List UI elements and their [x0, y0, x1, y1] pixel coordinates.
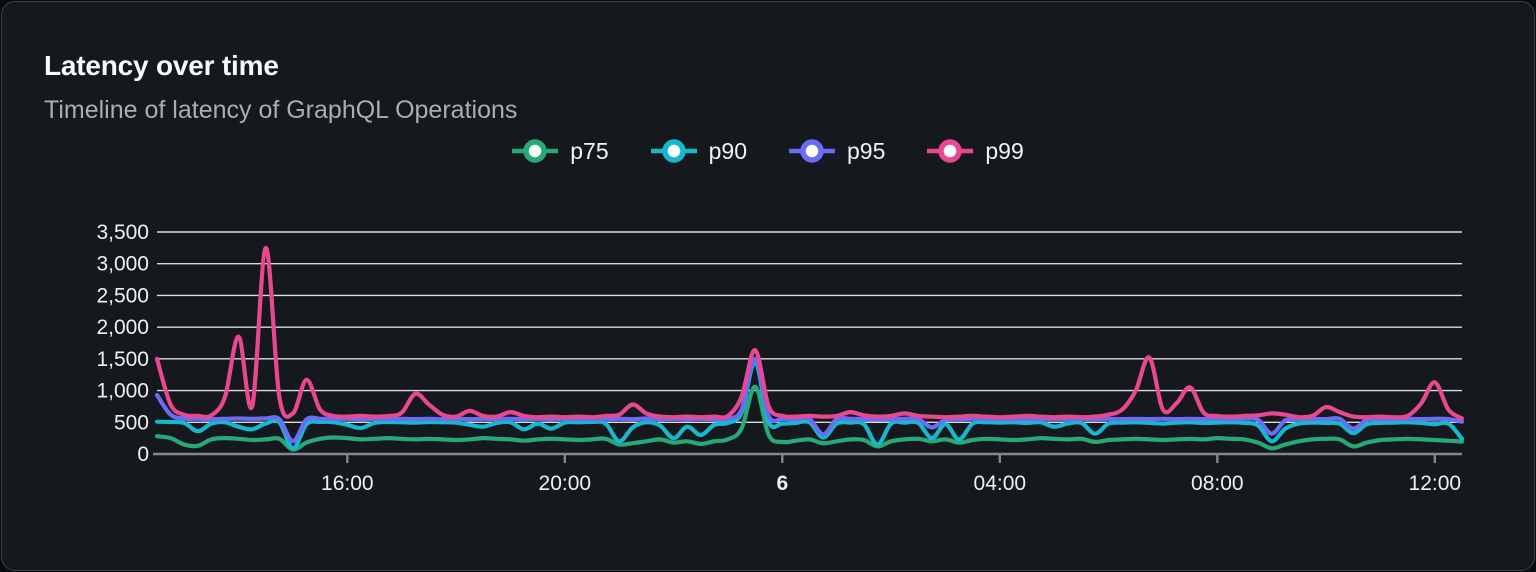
legend-marker-icon [927, 139, 974, 163]
y-tick-label: 1,000 [96, 380, 149, 403]
x-tick-label: 04:00 [974, 472, 1027, 495]
legend-marker-icon [650, 139, 697, 163]
y-tick-label: 3,000 [96, 253, 149, 276]
panel-title: Latency over time [44, 50, 279, 81]
x-tick-label: 20:00 [539, 472, 592, 495]
y-tick-label: 0 [137, 443, 149, 466]
legend-item-p90[interactable]: p90 [650, 136, 747, 166]
x-tick-label: 12:00 [1409, 472, 1462, 495]
series-line-p75 [154, 384, 1465, 452]
y-tick-label: 2,000 [96, 316, 149, 339]
x-tick-label: 16:00 [321, 472, 374, 495]
legend-marker-icon [512, 139, 559, 163]
legend-label-p95: p95 [847, 137, 886, 164]
chart-legend: p75 p90 p95 p99 [2, 136, 1534, 166]
series-line-p90 [154, 359, 1465, 451]
latency-timeline-chart: 0 500 1,000 1,500 2,000 2,500 3,000 3,500 16:00 2… [96, 221, 1465, 495]
y-tick-label: 3,500 [96, 221, 149, 244]
series-line-p99 [154, 245, 1465, 421]
panel-subtitle: Timeline of latency of GraphQL Operation… [44, 96, 518, 124]
series-line-p95 [154, 356, 1465, 444]
y-tick-label: 2,500 [96, 284, 149, 307]
legend-item-p99[interactable]: p99 [927, 136, 1024, 166]
x-tick-label: 6 [776, 472, 788, 495]
legend-marker-icon [789, 139, 835, 163]
y-tick-label: 500 [114, 411, 149, 434]
x-tick-label: 08:00 [1191, 472, 1244, 495]
legend-item-p95[interactable]: p95 [789, 136, 885, 166]
legend-label-p75: p75 [570, 137, 609, 164]
y-tick-label: 1,500 [96, 348, 149, 371]
legend-item-p75[interactable]: p75 [512, 136, 609, 166]
legend-label-p90: p90 [708, 137, 747, 164]
legend-label-p99: p99 [985, 137, 1024, 164]
